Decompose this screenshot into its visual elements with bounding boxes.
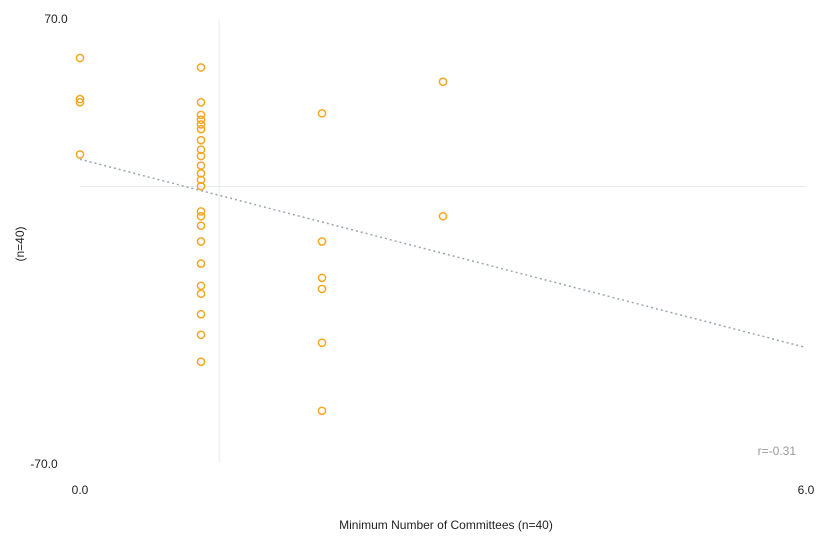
data-point bbox=[196, 97, 206, 107]
data-point bbox=[196, 289, 206, 299]
data-point bbox=[196, 175, 206, 185]
data-point bbox=[196, 169, 206, 178]
correlation-label: r=-0.31 bbox=[758, 444, 797, 458]
y-axis-title: (n=40) bbox=[13, 226, 27, 261]
data-point bbox=[317, 406, 327, 416]
data-point bbox=[196, 259, 206, 268]
y-tick-min: -70.0 bbox=[30, 457, 58, 471]
data-point bbox=[196, 115, 206, 125]
data-point bbox=[196, 181, 206, 191]
data-point bbox=[196, 145, 206, 155]
data-point bbox=[317, 273, 327, 283]
data-point bbox=[317, 338, 327, 348]
data-point bbox=[317, 284, 327, 294]
scatter-points bbox=[75, 53, 448, 416]
data-point bbox=[196, 110, 206, 120]
data-point bbox=[75, 150, 85, 159]
x-tick-min: 0.0 bbox=[72, 483, 89, 497]
x-tick-max: 6.0 bbox=[798, 483, 815, 497]
data-point bbox=[196, 237, 206, 246]
data-point bbox=[438, 211, 448, 221]
data-point bbox=[75, 53, 85, 63]
data-point bbox=[196, 124, 206, 134]
data-point bbox=[196, 135, 206, 145]
data-point bbox=[196, 211, 206, 221]
trend-line bbox=[79, 158, 807, 349]
data-point bbox=[196, 221, 206, 231]
reference-lines bbox=[80, 20, 806, 463]
data-point bbox=[317, 237, 327, 246]
data-point bbox=[196, 63, 206, 72]
data-point bbox=[196, 281, 206, 291]
data-point bbox=[196, 309, 206, 319]
data-point bbox=[196, 151, 206, 161]
y-tick-max: 70.0 bbox=[44, 12, 68, 26]
x-axis-title: Minimum Number of Committees (n=40) bbox=[339, 518, 553, 532]
data-point bbox=[75, 94, 85, 104]
data-point bbox=[75, 97, 85, 107]
data-point bbox=[317, 108, 327, 118]
data-point bbox=[438, 77, 448, 87]
data-point bbox=[196, 330, 206, 340]
data-point bbox=[196, 207, 206, 216]
data-point bbox=[196, 357, 206, 367]
data-point bbox=[196, 120, 206, 129]
data-point bbox=[196, 161, 206, 170]
